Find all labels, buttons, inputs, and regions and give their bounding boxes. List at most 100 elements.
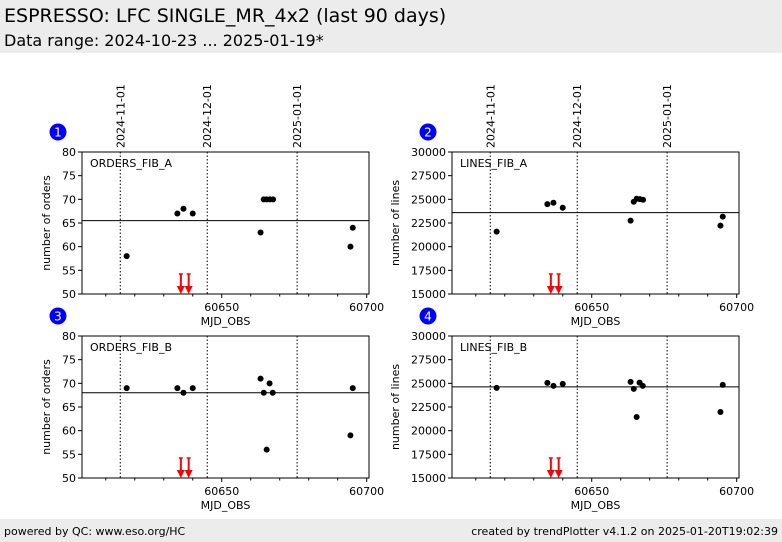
y-tick-label: 20000 <box>411 425 446 438</box>
x-tick-label: 60650 <box>204 301 239 314</box>
y-axis-label: number of lines <box>389 180 402 266</box>
y-tick-label: 20000 <box>411 241 446 254</box>
y-axis-label: number of orders <box>40 175 53 271</box>
date-label: 2025-01-01 <box>291 84 304 148</box>
y-tick-label: 30000 <box>411 146 446 159</box>
data-point <box>544 201 551 208</box>
panel-number: 1 <box>54 126 62 140</box>
data-point <box>349 385 356 392</box>
panel-badge <box>419 123 437 141</box>
y-tick-label: 17500 <box>411 264 446 277</box>
event-arrow-head <box>554 286 563 294</box>
data-point <box>257 229 264 236</box>
panel-title: LINES_FIB_A <box>460 157 528 170</box>
data-point <box>260 389 267 396</box>
data-point <box>269 389 276 396</box>
y-tick-label: 22500 <box>411 401 446 414</box>
panel-badge <box>49 307 67 325</box>
y-tick-label: 60 <box>62 425 76 438</box>
x-tick-label: 60700 <box>719 485 754 498</box>
date-label: 2024-12-01 <box>571 84 584 148</box>
y-tick-label: 80 <box>62 330 76 343</box>
data-point <box>559 204 566 211</box>
footer-bar: powered by QC: www.eso.org/HC created by… <box>0 519 782 542</box>
footer-created-by: created by trendPlotter v4.1.2 on 2025-0… <box>471 525 778 538</box>
plot-frame <box>81 335 370 479</box>
data-range: Data range: 2024-10-23 ... 2025-01-19* <box>4 31 324 50</box>
panel-badge <box>419 307 437 325</box>
y-tick-label: 17500 <box>411 448 446 461</box>
panel-number: 4 <box>424 310 432 324</box>
data-point <box>123 253 130 260</box>
y-tick-label: 70 <box>62 377 76 390</box>
y-axis-label: number of lines <box>389 364 402 450</box>
y-tick-label: 70 <box>62 193 76 206</box>
panel-number: 2 <box>424 126 432 140</box>
y-tick-label: 25000 <box>411 377 446 390</box>
y-tick-label: 30000 <box>411 330 446 343</box>
data-point <box>189 385 196 392</box>
panel-number: 3 <box>54 310 62 324</box>
panel-2: 2 2024-11-01 2024-12-01 2025-01-01 60650 6070… <box>389 84 754 328</box>
date-label: 2025-01-01 <box>661 84 674 148</box>
data-point <box>633 414 640 421</box>
panel-badge <box>49 123 67 141</box>
data-point <box>349 224 356 231</box>
data-point <box>719 381 726 388</box>
y-tick-label: 50 <box>62 288 76 301</box>
y-tick-label: 27500 <box>411 354 446 367</box>
panel-3: 3 60650 60700 50 55 60 65 70 75 80 ORDERS_FIB_B MJD… <box>40 307 384 512</box>
panel-4: 4 60650 60700 15000 17500 20000 22500 25000 2750… <box>389 307 754 512</box>
data-point <box>180 389 187 396</box>
x-axis-label: MJD_OBS <box>571 315 621 328</box>
data-point <box>719 213 726 220</box>
event-arrow-head <box>546 470 555 478</box>
panel-title: ORDERS_FIB_A <box>90 157 172 170</box>
x-axis-label: MJD_OBS <box>201 499 251 512</box>
y-tick-label: 60 <box>62 241 76 254</box>
data-point <box>189 210 196 217</box>
data-point <box>180 205 187 212</box>
y-tick-label: 15000 <box>411 472 446 485</box>
date-label: 2024-12-01 <box>201 84 214 148</box>
event-arrow-head <box>184 286 193 294</box>
event-arrow-head <box>176 286 185 294</box>
data-point <box>174 210 181 217</box>
x-tick-label: 60700 <box>349 485 384 498</box>
date-label: 2024-11-01 <box>114 84 127 148</box>
panel-1: 1 2024-11-01 2024-12-01 2025-01-01 60650 60 70… <box>40 84 384 328</box>
data-point <box>270 196 277 203</box>
y-tick-label: 65 <box>62 217 76 230</box>
y-tick-label: 22500 <box>411 217 446 230</box>
data-point <box>493 384 500 391</box>
event-arrow-head <box>176 470 185 478</box>
header-bar: ESPRESSO: LFC SINGLE_MR_4x2 (last 90 day… <box>0 0 782 53</box>
y-tick-label: 27500 <box>411 170 446 183</box>
data-point <box>347 243 354 250</box>
data-point <box>544 379 551 386</box>
plot-frame <box>451 335 740 479</box>
date-label: 2024-11-01 <box>484 84 497 148</box>
data-point <box>717 409 724 416</box>
y-tick-label: 80 <box>62 146 76 159</box>
data-point <box>640 196 647 203</box>
data-point <box>627 378 634 385</box>
panel-title: ORDERS_FIB_B <box>90 341 172 354</box>
y-tick-label: 65 <box>62 401 76 414</box>
data-point <box>266 380 273 387</box>
x-tick-label: 60700 <box>719 301 754 314</box>
data-point <box>627 217 634 224</box>
page-title: ESPRESSO: LFC SINGLE_MR_4x2 (last 90 day… <box>4 5 447 27</box>
x-tick-label: 60650 <box>574 301 609 314</box>
x-tick-label: 60650 <box>574 485 609 498</box>
data-point <box>559 380 566 387</box>
footer-powered-by: powered by QC: www.eso.org/HC <box>4 525 186 538</box>
event-arrow-head <box>554 470 563 478</box>
data-point <box>493 228 500 235</box>
data-point <box>347 432 354 439</box>
data-point <box>174 385 181 392</box>
plot-frame <box>81 151 370 295</box>
x-tick-label: 60650 <box>204 485 239 498</box>
panel-title: LINES_FIB_B <box>460 341 527 354</box>
data-point <box>717 222 724 229</box>
